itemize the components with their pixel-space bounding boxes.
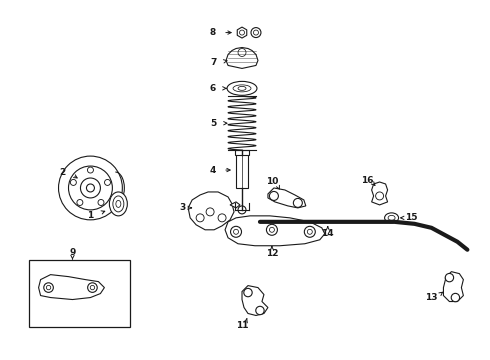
Text: 11: 11 — [236, 321, 248, 330]
Polygon shape — [237, 27, 247, 38]
Circle shape — [87, 167, 94, 173]
Text: 3: 3 — [179, 203, 185, 212]
Polygon shape — [242, 285, 268, 315]
Polygon shape — [39, 275, 104, 300]
Text: 5: 5 — [210, 119, 216, 128]
Circle shape — [270, 192, 278, 201]
Circle shape — [234, 229, 239, 234]
Circle shape — [445, 274, 454, 282]
Circle shape — [90, 285, 95, 290]
Circle shape — [376, 192, 384, 200]
Circle shape — [104, 179, 111, 185]
Ellipse shape — [109, 192, 127, 216]
Circle shape — [77, 199, 83, 206]
Bar — [236, 153, 248, 188]
Text: 8: 8 — [210, 28, 216, 37]
Polygon shape — [225, 216, 325, 246]
Text: 2: 2 — [59, 167, 66, 176]
Text: 10: 10 — [266, 177, 278, 186]
Circle shape — [98, 199, 104, 206]
Text: 6: 6 — [210, 84, 216, 93]
Bar — [235, 150, 249, 155]
Circle shape — [270, 227, 274, 232]
Polygon shape — [230, 202, 240, 208]
Polygon shape — [188, 192, 234, 230]
Circle shape — [307, 229, 312, 234]
Circle shape — [47, 285, 51, 290]
Circle shape — [267, 224, 277, 235]
Circle shape — [256, 306, 264, 315]
Text: 4: 4 — [210, 166, 216, 175]
Circle shape — [451, 293, 460, 302]
Circle shape — [304, 226, 315, 237]
Ellipse shape — [385, 213, 398, 223]
Polygon shape — [268, 188, 306, 208]
Polygon shape — [226, 48, 258, 68]
Bar — [28, 260, 130, 328]
Text: 12: 12 — [266, 249, 278, 258]
Text: 13: 13 — [425, 293, 438, 302]
Circle shape — [244, 288, 252, 297]
Text: 1: 1 — [87, 211, 94, 220]
Text: 15: 15 — [405, 213, 418, 222]
Polygon shape — [371, 182, 388, 205]
Circle shape — [88, 283, 97, 292]
Circle shape — [44, 283, 53, 292]
Circle shape — [71, 179, 76, 185]
Circle shape — [58, 156, 122, 220]
Circle shape — [230, 226, 242, 237]
Text: 14: 14 — [321, 229, 334, 238]
Text: 9: 9 — [69, 248, 75, 257]
Text: 7: 7 — [210, 58, 216, 67]
Circle shape — [294, 198, 302, 207]
Text: 16: 16 — [362, 176, 374, 185]
Polygon shape — [443, 272, 464, 302]
Circle shape — [86, 184, 95, 192]
